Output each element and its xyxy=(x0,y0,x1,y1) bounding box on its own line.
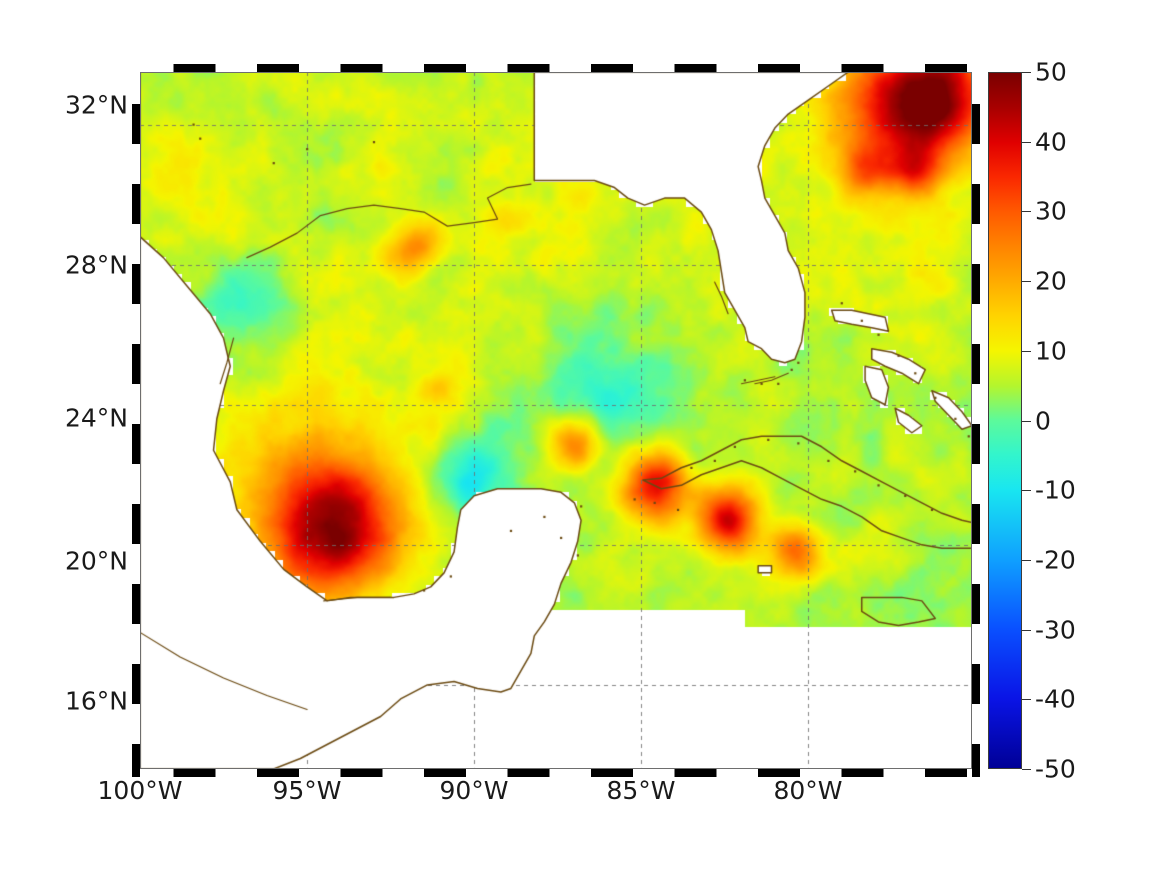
colorbar-tick-label-2: 30 xyxy=(1035,196,1067,226)
longitude-tick-0: 100°W xyxy=(97,776,183,805)
longitude-tick-1: 95°W xyxy=(272,776,342,805)
colorbar-tick-mark-9 xyxy=(1022,699,1031,701)
latitude-tick-2: 24°N xyxy=(64,403,128,433)
map-axes[interactable] xyxy=(140,72,972,769)
colorbar-tick-label-1: 40 xyxy=(1035,127,1067,157)
map-data-layer xyxy=(140,72,972,769)
latitude-tick-0: 32°N xyxy=(64,90,128,120)
colorbar-tick-label-5: 0 xyxy=(1035,406,1051,435)
map-frame-right xyxy=(972,64,980,777)
colorbar-tick-mark-7 xyxy=(1022,559,1031,561)
colorbar-tick-mark-1 xyxy=(1022,141,1031,143)
longitude-tick-2: 90°W xyxy=(439,776,509,805)
colorbar-tick-mark-6 xyxy=(1022,490,1031,492)
colorbar-tick-label-0: 50 xyxy=(1035,57,1067,87)
colorbar-tick-label-10: -50 xyxy=(1035,754,1076,784)
colorbar-tick-label-3: 20 xyxy=(1035,266,1067,296)
colorbar-tick-label-8: -30 xyxy=(1035,615,1076,645)
longitude-tick-3: 85°W xyxy=(606,776,676,805)
map-frame-left xyxy=(132,64,140,777)
colorbar-tick-mark-10 xyxy=(1022,769,1031,770)
colorbar-tick-label-6: -10 xyxy=(1035,475,1076,505)
colorbar-tick-label-4: 10 xyxy=(1035,336,1067,366)
colorbar-tick-mark-5 xyxy=(1022,420,1031,422)
latitude-tick-4: 16°N xyxy=(64,686,128,716)
map-frame-bottom xyxy=(132,769,980,777)
heatmap-canvas xyxy=(140,72,972,769)
latitude-tick-1: 28°N xyxy=(64,250,128,280)
longitude-tick-4: 80°W xyxy=(773,776,843,805)
colorbar-tick-mark-2 xyxy=(1022,211,1031,213)
colorbar-tick-label-7: -20 xyxy=(1035,545,1076,575)
colorbar[interactable]: 50 40 30 20 10 0 -10 -20 -30 -40 -50 xyxy=(988,58,1076,784)
colorbar-tick-mark-8 xyxy=(1022,629,1031,631)
map-frame-top xyxy=(132,64,980,72)
colorbar-tick-label-9: -40 xyxy=(1035,684,1076,714)
latitude-tick-3: 20°N xyxy=(64,546,128,576)
colorbar-tick-mark-3 xyxy=(1022,281,1031,283)
colorbar-tick-mark-0 xyxy=(1022,72,1031,73)
colorbar-tick-mark-4 xyxy=(1022,350,1031,352)
colorbar-gradient xyxy=(988,72,1022,769)
